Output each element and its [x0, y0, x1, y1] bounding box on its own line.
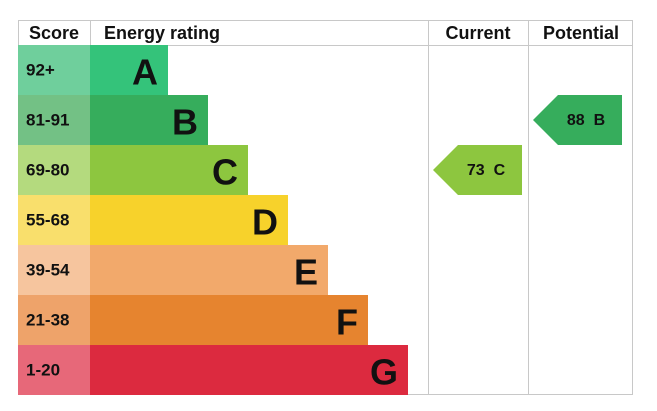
potential-value: 88 [567, 112, 585, 129]
rating-bar [90, 95, 208, 145]
score-label: 55-68 [26, 211, 69, 230]
score-label: 1-20 [26, 361, 60, 380]
potential-arrow [533, 95, 622, 145]
rating-letter: D [252, 202, 278, 243]
score-cell [18, 195, 90, 245]
score-label: 81-91 [26, 111, 69, 130]
rating-letter: B [172, 102, 198, 143]
score-label: 92+ [26, 61, 55, 80]
score-label: 39-54 [26, 261, 70, 280]
rating-bar [90, 345, 408, 395]
rating-bar [90, 195, 288, 245]
score-label: 69-80 [26, 161, 69, 180]
current-arrow [433, 145, 522, 195]
rating-bar [90, 45, 168, 95]
header-score: Score [29, 23, 79, 43]
rating-bar [90, 245, 328, 295]
rating-letter: G [370, 352, 398, 393]
current-letter: C [494, 162, 506, 179]
header-energy-rating: Energy rating [104, 23, 220, 43]
score-cell [18, 245, 90, 295]
rating-bar [90, 295, 368, 345]
rating-letter: E [294, 252, 318, 293]
rating-bar [90, 145, 248, 195]
score-cell [18, 345, 90, 395]
potential-label: 88 B [567, 112, 605, 129]
rating-letter: F [336, 302, 358, 343]
score-label: 21-38 [26, 311, 69, 330]
current-value: 73 [467, 162, 485, 179]
current-label: 73 C [467, 162, 506, 179]
score-cell [18, 145, 90, 195]
header-current: Current [445, 23, 510, 43]
score-cell [18, 295, 90, 345]
potential-letter: B [594, 112, 606, 129]
score-cell [18, 95, 90, 145]
rating-letter: A [132, 52, 158, 93]
rating-letter: C [212, 152, 238, 193]
score-cell [18, 45, 90, 95]
header-potential: Potential [543, 23, 619, 43]
